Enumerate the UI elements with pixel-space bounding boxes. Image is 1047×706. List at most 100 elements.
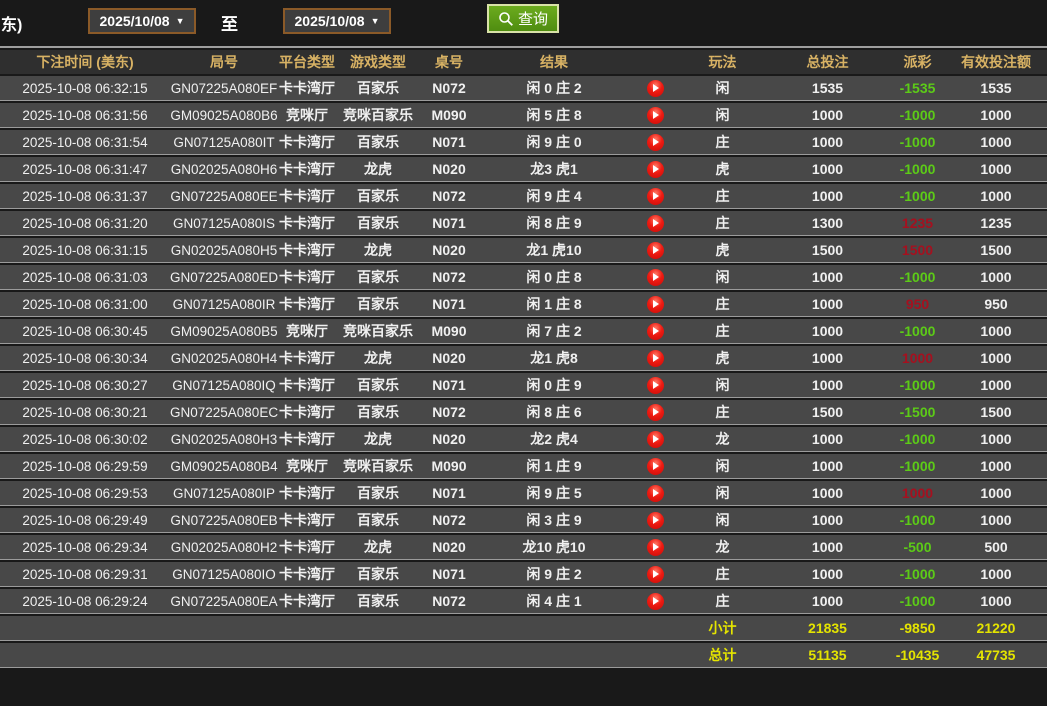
total-total-bet: 51135 bbox=[765, 643, 890, 668]
cell-payout: -1000 bbox=[890, 265, 945, 290]
play-video-button[interactable] bbox=[646, 268, 664, 286]
table-row: 2025-10-08 06:30:27 GN07125A080IQ 卡卡湾厅 百… bbox=[0, 373, 1047, 398]
play-video-button[interactable] bbox=[646, 484, 664, 502]
total-spacer bbox=[0, 643, 680, 668]
play-video-button[interactable] bbox=[646, 430, 664, 448]
cell-video bbox=[630, 589, 680, 614]
cell-platform: 卡卡湾厅 bbox=[278, 238, 336, 263]
cell-table-no: N072 bbox=[420, 508, 478, 533]
play-icon bbox=[653, 489, 659, 497]
cell-game-no: GM09025A080B6 bbox=[170, 103, 278, 128]
cell-total-bet: 1000 bbox=[765, 535, 890, 560]
play-video-button[interactable] bbox=[646, 160, 664, 178]
cell-total-bet: 1535 bbox=[765, 76, 890, 101]
cell-video bbox=[630, 184, 680, 209]
play-icon bbox=[653, 381, 659, 389]
play-icon bbox=[653, 138, 659, 146]
play-video-button[interactable] bbox=[646, 187, 664, 205]
cell-video bbox=[630, 211, 680, 236]
play-video-button[interactable] bbox=[646, 403, 664, 421]
cell-result: 龙3 虎1 bbox=[478, 157, 630, 182]
play-video-button[interactable] bbox=[646, 241, 664, 259]
cell-payout: -1535 bbox=[890, 76, 945, 101]
subtotal-row: 小计 21835 -9850 21220 bbox=[0, 616, 1047, 641]
cell-total-bet: 1000 bbox=[765, 130, 890, 155]
cell-game-type: 龙虎 bbox=[336, 238, 420, 263]
cell-table-no: N020 bbox=[420, 238, 478, 263]
cell-table-no: N072 bbox=[420, 400, 478, 425]
play-video-button[interactable] bbox=[646, 457, 664, 475]
play-video-button[interactable] bbox=[646, 79, 664, 97]
cell-play-type: 虎 bbox=[680, 238, 765, 263]
cell-valid-bet: 1000 bbox=[945, 427, 1047, 452]
cell-game-no: GM09025A080B4 bbox=[170, 454, 278, 479]
cell-bet-time: 2025-10-08 06:31:00 bbox=[0, 292, 170, 317]
play-video-button[interactable] bbox=[646, 592, 664, 610]
cell-table-no: N071 bbox=[420, 562, 478, 587]
cell-play-type: 闲 bbox=[680, 481, 765, 506]
table-row: 2025-10-08 06:30:21 GN07225A080EC 卡卡湾厅 百… bbox=[0, 400, 1047, 425]
cell-play-type: 闲 bbox=[680, 454, 765, 479]
play-icon bbox=[653, 462, 659, 470]
cell-payout: 1000 bbox=[890, 346, 945, 371]
cell-game-type: 竞咪百家乐 bbox=[336, 103, 420, 128]
play-video-button[interactable] bbox=[646, 106, 664, 124]
cell-valid-bet: 1000 bbox=[945, 562, 1047, 587]
cell-payout: -1500 bbox=[890, 400, 945, 425]
cell-play-type: 庄 bbox=[680, 319, 765, 344]
col-header-table-no: 桌号 bbox=[420, 50, 478, 74]
play-video-button[interactable] bbox=[646, 349, 664, 367]
play-video-button[interactable] bbox=[646, 214, 664, 232]
cell-total-bet: 1000 bbox=[765, 346, 890, 371]
cell-platform: 竞咪厅 bbox=[278, 103, 336, 128]
cell-game-type: 百家乐 bbox=[336, 589, 420, 614]
cell-total-bet: 1000 bbox=[765, 454, 890, 479]
cell-bet-time: 2025-10-08 06:30:02 bbox=[0, 427, 170, 452]
cell-game-type: 龙虎 bbox=[336, 346, 420, 371]
cell-table-no: N071 bbox=[420, 292, 478, 317]
header-row: 下注时间 (美东) 局号 平台类型 游戏类型 桌号 结果 玩法 总投注 派彩 有… bbox=[0, 50, 1047, 74]
table-row: 2025-10-08 06:29:53 GN07125A080IP 卡卡湾厅 百… bbox=[0, 481, 1047, 506]
date-to-select[interactable]: 2025/10/08 ▼ bbox=[283, 8, 391, 34]
query-button[interactable]: 查询 bbox=[487, 4, 560, 33]
cell-platform: 卡卡湾厅 bbox=[278, 265, 336, 290]
cell-total-bet: 1000 bbox=[765, 589, 890, 614]
cell-platform: 卡卡湾厅 bbox=[278, 400, 336, 425]
cell-valid-bet: 1000 bbox=[945, 481, 1047, 506]
cell-game-no: GN07225A080EF bbox=[170, 76, 278, 101]
cell-game-type: 百家乐 bbox=[336, 400, 420, 425]
cell-result: 闲 9 庄 4 bbox=[478, 184, 630, 209]
cell-video bbox=[630, 562, 680, 587]
play-video-button[interactable] bbox=[646, 295, 664, 313]
cell-play-type: 闲 bbox=[680, 508, 765, 533]
cell-bet-time: 2025-10-08 06:31:54 bbox=[0, 130, 170, 155]
cell-payout: 1235 bbox=[890, 211, 945, 236]
cell-bet-time: 2025-10-08 06:31:47 bbox=[0, 157, 170, 182]
play-video-button[interactable] bbox=[646, 538, 664, 556]
cell-play-type: 庄 bbox=[680, 184, 765, 209]
date-from-select[interactable]: 2025/10/08 ▼ bbox=[88, 8, 196, 34]
cell-game-type: 百家乐 bbox=[336, 373, 420, 398]
play-video-button[interactable] bbox=[646, 133, 664, 151]
table-row: 2025-10-08 06:31:03 GN07225A080ED 卡卡湾厅 百… bbox=[0, 265, 1047, 290]
col-header-video bbox=[630, 50, 680, 74]
cell-game-type: 百家乐 bbox=[336, 130, 420, 155]
left-cutoff-label: 东) bbox=[1, 17, 23, 34]
play-icon bbox=[653, 219, 659, 227]
play-video-button[interactable] bbox=[646, 511, 664, 529]
cell-valid-bet: 1000 bbox=[945, 346, 1047, 371]
cell-play-type: 庄 bbox=[680, 589, 765, 614]
table-row: 2025-10-08 06:31:47 GN02025A080H6 卡卡湾厅 龙… bbox=[0, 157, 1047, 182]
play-video-button[interactable] bbox=[646, 376, 664, 394]
play-video-button[interactable] bbox=[646, 322, 664, 340]
cell-result: 龙2 虎4 bbox=[478, 427, 630, 452]
cell-total-bet: 1000 bbox=[765, 184, 890, 209]
cell-payout: -1000 bbox=[890, 373, 945, 398]
table-row: 2025-10-08 06:31:00 GN07125A080IR 卡卡湾厅 百… bbox=[0, 292, 1047, 317]
play-icon bbox=[653, 354, 659, 362]
cell-result: 闲 0 庄 8 bbox=[478, 265, 630, 290]
cell-play-type: 庄 bbox=[680, 400, 765, 425]
cell-payout: -1000 bbox=[890, 427, 945, 452]
play-video-button[interactable] bbox=[646, 565, 664, 583]
cell-valid-bet: 1000 bbox=[945, 130, 1047, 155]
